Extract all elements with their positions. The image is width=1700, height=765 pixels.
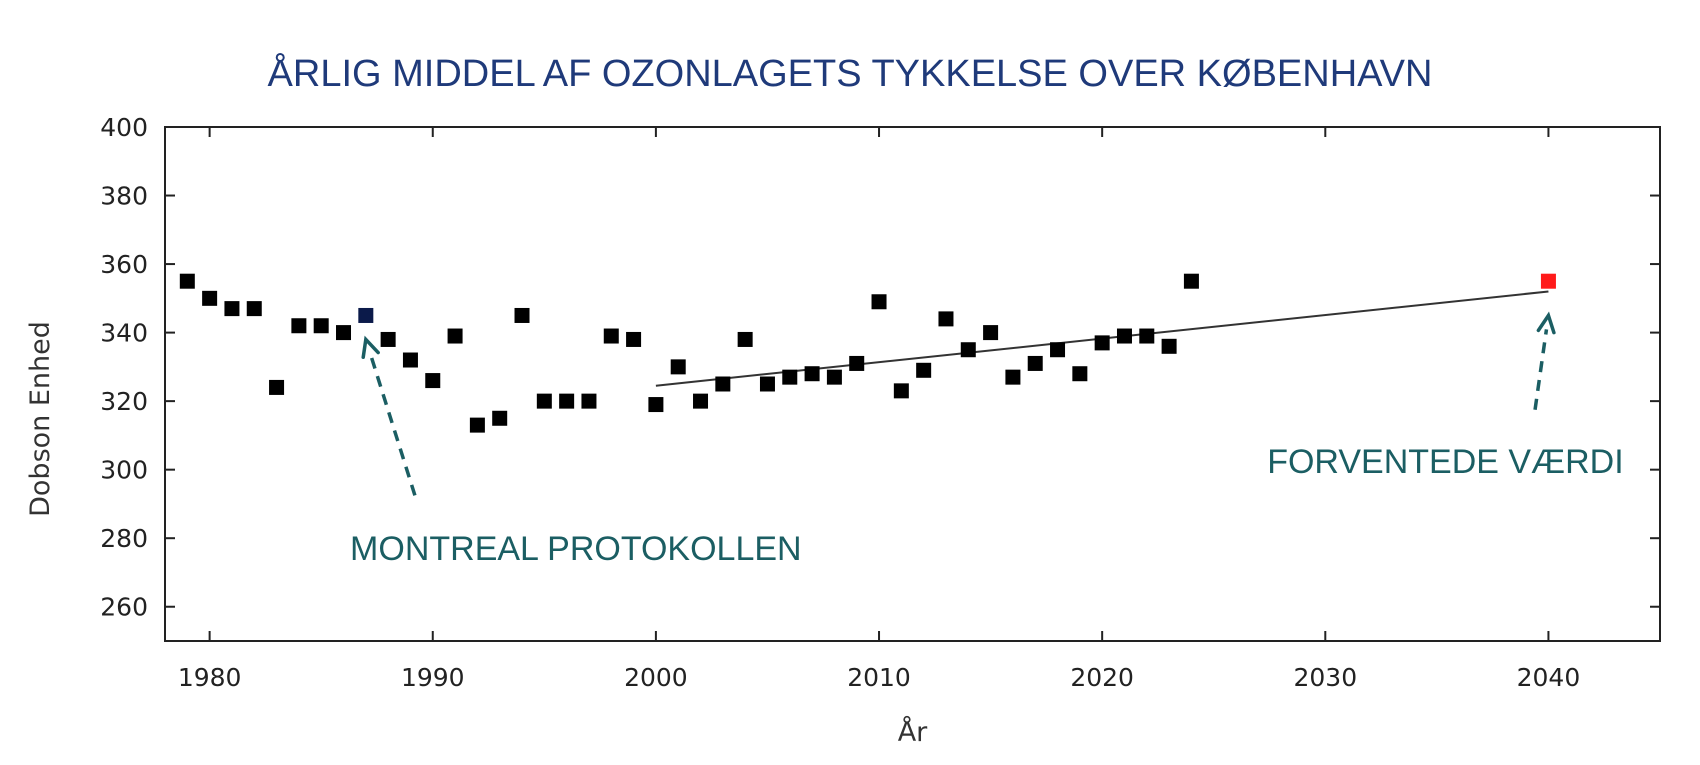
data-point-2007: [804, 366, 820, 382]
data-point-2015: [983, 325, 999, 341]
annotations: MONTREAL PROTOKOLLEN FORVENTEDE VÆRDI: [350, 311, 1624, 568]
data-point-1994: [514, 307, 530, 323]
y-tick-label-380: 380: [100, 182, 148, 211]
data-point-2018: [1050, 342, 1066, 358]
x-axis-label: År: [898, 716, 928, 748]
y-axis-label: Dobson Enhed: [25, 321, 56, 517]
data-point-2004: [737, 331, 753, 347]
data-point-2005: [759, 376, 775, 392]
data-point-1995: [536, 393, 552, 409]
y-tick-label-280: 280: [100, 524, 148, 553]
data-point-2020: [1094, 335, 1110, 351]
expected-value-point: [1540, 273, 1556, 289]
data-point-1997: [581, 393, 597, 409]
y-tick-label-400: 400: [100, 113, 148, 142]
data-point-1986: [336, 325, 352, 341]
x-tick-label-2000: 2000: [624, 663, 688, 692]
data-point-1992: [469, 417, 485, 433]
data-point-1999: [626, 331, 642, 347]
x-tick-label-2020: 2020: [1070, 663, 1134, 692]
data-point-2001: [670, 359, 686, 375]
plot-area-frame: [164, 126, 1661, 642]
data-point-2017: [1027, 355, 1043, 371]
data-point-2014: [960, 342, 976, 358]
data-point-2008: [826, 369, 842, 385]
annotation-arrowhead-expected: [1536, 311, 1556, 335]
data-point-1998: [603, 328, 619, 344]
data-point-2019: [1072, 366, 1088, 382]
annotation-arrow-expected: [1533, 329, 1549, 410]
data-point-2010: [871, 294, 887, 310]
data-point-2023: [1161, 338, 1177, 354]
data-point-1982: [246, 301, 262, 317]
data-point-1979: [179, 273, 195, 289]
x-tick-label-2010: 2010: [847, 663, 911, 692]
data-point-1983: [269, 379, 285, 395]
data-point-1993: [492, 410, 508, 426]
x-tick-label-2040: 2040: [1517, 663, 1581, 692]
data-point-1990: [425, 373, 441, 389]
axis-tick-labels: 1980 1990 2000 2010 2020 2030 2040 260 280 300 320…: [100, 113, 1580, 692]
annotation-expected-value: FORVENTEDE VÆRDI: [1267, 443, 1623, 481]
data-point-1987: [358, 307, 374, 323]
x-tick-label-1980: 1980: [178, 663, 242, 692]
data-point-2013: [938, 311, 954, 327]
data-points: [179, 273, 1556, 433]
data-point-2000: [648, 397, 664, 413]
x-tick-label-2030: 2030: [1293, 663, 1357, 692]
data-point-2003: [715, 376, 731, 392]
y-tick-label-320: 320: [100, 387, 148, 416]
data-point-2022: [1139, 328, 1155, 344]
data-point-2021: [1116, 328, 1132, 344]
data-point-1991: [447, 328, 463, 344]
data-point-2011: [893, 383, 909, 399]
annotation-arrow-montreal: [368, 352, 417, 496]
annotation-montreal-protocol: MONTREAL PROTOKOLLEN: [350, 530, 802, 568]
data-point-1996: [559, 393, 575, 409]
data-point-2024: [1183, 273, 1199, 289]
y-tick-label-360: 360: [100, 250, 148, 279]
data-point-1988: [380, 331, 396, 347]
y-tick-label-300: 300: [100, 456, 148, 485]
y-tick-label-340: 340: [100, 319, 148, 348]
data-point-1989: [402, 352, 418, 368]
data-point-1981: [224, 301, 240, 317]
data-point-2012: [916, 362, 932, 378]
chart-title: ÅRLIG MIDDEL AF OZONLAGETS TYKKELSE OVER…: [268, 51, 1433, 95]
x-tick-label-1990: 1990: [401, 663, 465, 692]
data-point-1984: [291, 318, 307, 334]
data-point-1985: [313, 318, 329, 334]
y-tick-label-260: 260: [100, 593, 148, 622]
data-point-2006: [782, 369, 798, 385]
data-point-2016: [1005, 369, 1021, 385]
annotation-arrowhead-montreal: [361, 335, 380, 360]
data-point-2009: [849, 355, 865, 371]
data-point-2002: [693, 393, 709, 409]
axis-ticks: [165, 126, 1660, 641]
data-point-1980: [202, 290, 218, 306]
